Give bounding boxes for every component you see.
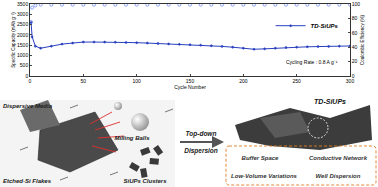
svg-text:Etched-Si Flakes: Etched-Si Flakes [3,178,52,184]
svg-text:Cycle Number: Cycle Number [174,84,206,90]
svg-text:TD-SiUPs: TD-SiUPs [311,23,339,29]
svg-text:3500: 3500 [17,1,28,7]
svg-text:100: 100 [352,1,361,7]
svg-text:40: 40 [352,44,358,50]
svg-text:Dispersion: Dispersion [184,147,218,155]
svg-text:Buffer Space: Buffer Space [242,155,280,161]
svg-text:1500: 1500 [17,42,28,48]
svg-text:500: 500 [20,62,29,68]
svg-text:Coulombic Efficiency (%): Coulombic Efficiency (%) [360,15,365,65]
svg-text:2000: 2000 [17,32,28,38]
svg-text:60: 60 [352,30,358,36]
svg-text:2500: 2500 [17,21,28,27]
svg-text:150: 150 [186,78,195,84]
svg-text:80: 80 [352,15,358,21]
svg-text:Specific Capacity (mAh g⁻¹): Specific Capacity (mAh g⁻¹) [11,12,16,68]
svg-text:250: 250 [292,78,301,84]
svg-text:Dispersive Media: Dispersive Media [3,103,53,109]
svg-text:Milling Balls: Milling Balls [114,135,150,141]
svg-text:0: 0 [25,73,28,79]
svg-text:TD-SiUPs: TD-SiUPs [314,98,346,105]
svg-text:3000: 3000 [17,11,28,17]
svg-text:20: 20 [352,58,358,64]
svg-text:0: 0 [29,78,32,84]
svg-text:SiUPs Clusters: SiUPs Clusters [123,178,167,184]
svg-text:Cycling Rate : 0.8 A g⁻¹: Cycling Rate : 0.8 A g⁻¹ [286,59,338,65]
svg-text:Well Dispersion: Well Dispersion [316,173,361,179]
svg-text:1000: 1000 [17,52,28,58]
svg-text:Top-down: Top-down [186,130,217,138]
svg-text:0: 0 [352,73,355,79]
svg-text:100: 100 [132,78,141,84]
svg-text:50: 50 [81,78,87,84]
svg-text:Conductive Network: Conductive Network [309,155,368,161]
svg-text:300: 300 [346,78,355,84]
svg-text:200: 200 [239,78,248,84]
svg-text:Low-Volume Variations: Low-Volume Variations [231,173,298,179]
